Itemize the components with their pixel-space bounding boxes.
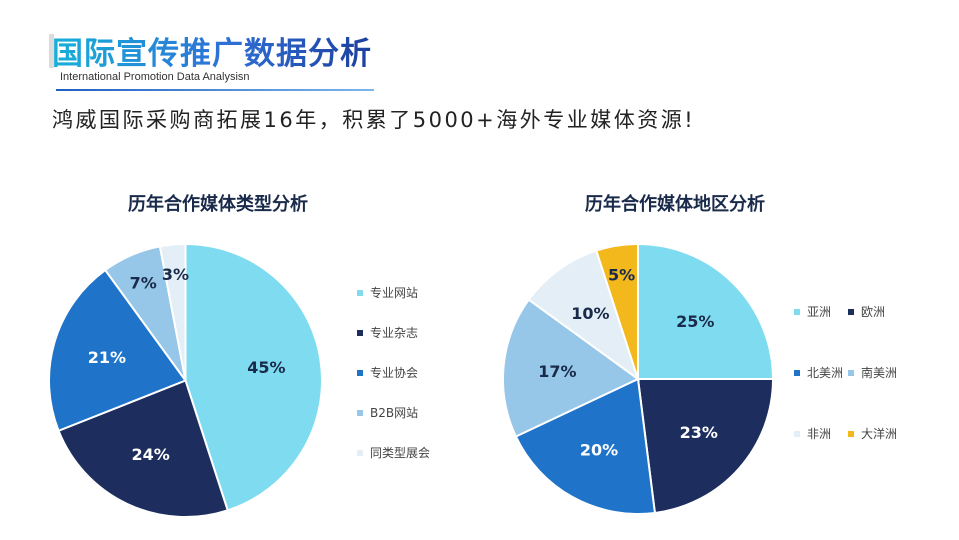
headline: 鸿威国际采购商拓展16年，积累了5000+海外专业媒体资源! — [52, 108, 696, 132]
legend-label-1-0: 亚洲 — [807, 305, 832, 319]
legend-item-0-2: 专业协会 — [357, 364, 418, 381]
legend-item-1-2: 北美洲 — [794, 364, 843, 381]
pie-label-1-1: 23% — [680, 423, 718, 442]
legend-swatch-0-2 — [357, 369, 363, 376]
chart-title-media-type: 历年合作媒体类型分析 — [128, 194, 308, 215]
legend-label-0-2: 专业协会 — [370, 366, 419, 380]
legend-label-1-4: 非洲 — [807, 427, 832, 441]
pie-chart-media-type: 45% 24% 21% 7% 3% — [48, 242, 323, 518]
legend-label-0-1: 专业杂志 — [370, 326, 419, 340]
pie-label-1-2: 20% — [580, 440, 618, 459]
legend-item-0-0: 专业网站 — [357, 284, 418, 301]
pie-slice-1-1 — [636, 378, 775, 515]
legend-item-1-1: 欧洲 — [848, 303, 885, 320]
legend-swatch-1-1 — [848, 308, 854, 315]
legend-swatch-1-2 — [794, 369, 800, 376]
legend-media-type: 专业网站专业杂志专业协会 B2B网站同类型展会 — [357, 284, 477, 464]
legend-item-1-0: 亚洲 — [794, 303, 831, 320]
chart-title-media-region: 历年合作媒体地区分析 — [585, 194, 765, 215]
legend-swatch-0-3 — [357, 409, 363, 416]
legend-swatch-1-0 — [794, 308, 800, 315]
legend-label-0-0: 专业网站 — [370, 286, 419, 300]
pie-label-1-5: 5% — [608, 265, 635, 284]
pie-label-1-3: 17% — [538, 362, 576, 381]
legend-item-1-3: 南美洲 — [848, 364, 897, 381]
pie-slice-0-4 — [158, 242, 187, 381]
pie-label-0-4: 3% — [162, 265, 189, 284]
pie-slice-1-2 — [514, 377, 657, 515]
legend-item-0-1: 专业杂志 — [357, 324, 418, 341]
legend-label-1-5: 大洋洲 — [861, 427, 898, 441]
pie-slice-0-2 — [48, 268, 188, 433]
legend-swatch-0-1 — [357, 329, 363, 336]
legend-item-1-4: 非洲 — [794, 425, 831, 442]
legend-item-0-4: 同类型展会 — [357, 444, 430, 461]
pie-slice-1-5 — [595, 242, 639, 380]
legend-swatch-1-5 — [848, 430, 854, 437]
pie-slice-1-4 — [527, 249, 640, 382]
legend-swatch-0-0 — [357, 289, 363, 296]
legend-label-0-4: 同类型展会 — [370, 446, 431, 460]
legend-label-1-2: 北美洲 — [807, 366, 844, 380]
pie-label-0-3: 7% — [130, 273, 157, 292]
title-accent-bar — [49, 34, 54, 68]
legend-label-0-3: B2B网站 — [370, 406, 419, 420]
legend-label-1-1: 欧洲 — [861, 305, 886, 319]
pie-label-1-4: 10% — [571, 304, 609, 323]
pie-chart-media-region: 25% 23% 20% 17% 10% 5% — [502, 242, 775, 515]
legend-swatch-0-4 — [357, 449, 363, 456]
pie-slice-1-3 — [502, 298, 640, 438]
legend-item-0-3: B2B网站 — [357, 404, 418, 421]
legend-swatch-1-4 — [794, 430, 800, 437]
legend-item-1-5: 大洋洲 — [848, 425, 897, 442]
pie-label-0-1: 24% — [131, 445, 169, 464]
legend-label-1-3: 南美洲 — [861, 366, 898, 380]
pie-label-0-0: 45% — [247, 358, 285, 377]
page-subtitle: International Promotion Data Analysisn — [60, 71, 250, 83]
title-divider — [56, 89, 374, 91]
pie-label-1-0: 25% — [676, 312, 714, 331]
page-title: 国际宣传推广数据分析 — [52, 28, 372, 73]
legend-swatch-1-3 — [848, 369, 854, 376]
legend-media-region: 亚洲 欧洲北美洲 南美洲非洲 大洋洲 — [794, 303, 934, 443]
pie-slice-1-0 — [637, 242, 775, 380]
pie-slice-0-0 — [184, 242, 323, 512]
pie-label-0-2: 21% — [88, 348, 126, 367]
